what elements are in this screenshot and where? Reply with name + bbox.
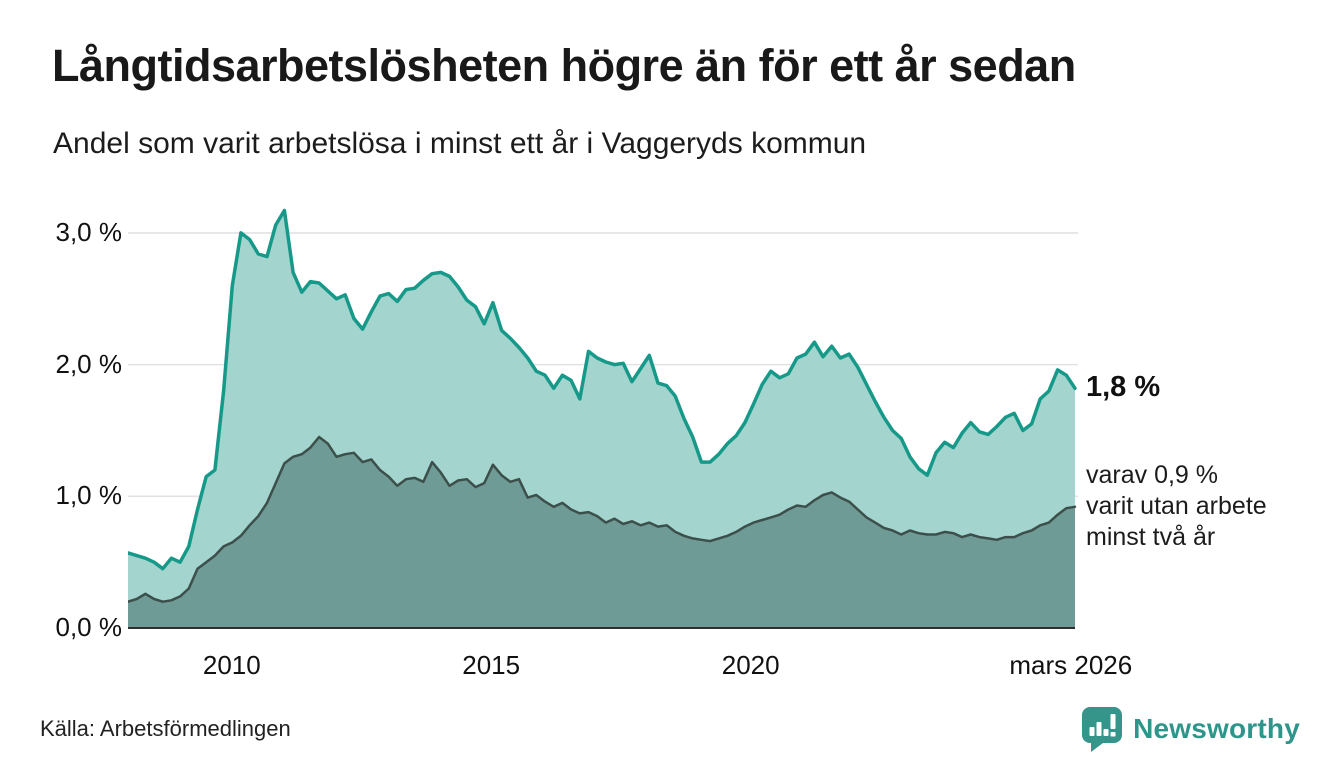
series-line bbox=[126, 208, 1077, 571]
page-title: Långtidsarbetslösheten högre än för ett … bbox=[52, 40, 1076, 91]
y-tick-label: 2,0 % bbox=[55, 348, 123, 379]
page-subtitle: Andel som varit arbetslösa i minst ett å… bbox=[53, 127, 867, 160]
secondary-annotation: varav 0,9 % varit utan arbete minst två … bbox=[1086, 460, 1267, 553]
y-tick-label: 0,0 % bbox=[55, 612, 123, 642]
plot-svg bbox=[126, 208, 1078, 629]
x-tick-label: mars 2026 bbox=[1009, 650, 1133, 680]
newsworthy-logo: Newsworthy bbox=[1081, 706, 1300, 752]
y-axis: 0,0 % 1,0 % 2,0 % 3,0 % bbox=[0, 200, 123, 642]
latest-value-label: 1,8 % bbox=[1086, 371, 1161, 404]
secondary-annotation-line: varit utan arbete bbox=[1086, 492, 1267, 520]
chart-area bbox=[126, 200, 1078, 630]
secondary-annotation-line: minst två år bbox=[1086, 523, 1216, 551]
y-tick-label: 1,0 % bbox=[55, 480, 123, 511]
area-fill bbox=[128, 437, 1075, 628]
newsworthy-wordmark: Newsworthy bbox=[1133, 713, 1300, 744]
series-line bbox=[126, 435, 1077, 603]
x-tick-label: 2020 bbox=[721, 650, 780, 680]
newsworthy-bubble-chart-icon bbox=[1081, 706, 1123, 752]
x-tick-label: 2015 bbox=[462, 650, 521, 680]
y-tick-label: 3,0 % bbox=[55, 216, 123, 247]
x-axis: 2010 2015 2020 mars 2026 bbox=[128, 650, 1132, 690]
secondary-annotation-line: varav 0,9 % bbox=[1086, 461, 1219, 489]
x-tick-label: 2010 bbox=[202, 650, 261, 680]
source-credit: Källa: Arbetsförmedlingen bbox=[40, 716, 291, 741]
